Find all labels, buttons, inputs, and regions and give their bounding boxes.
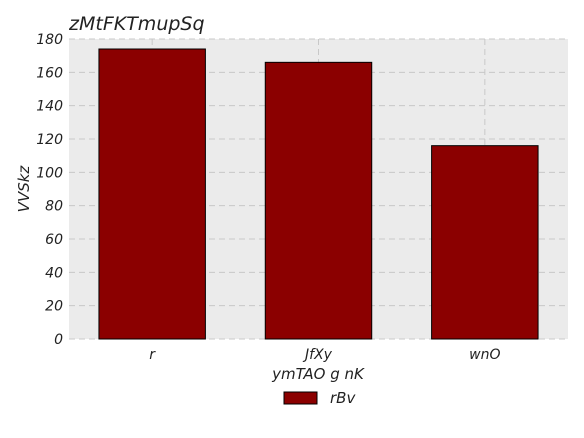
y-tick-label: 140 [36,99,63,115]
x-tick-label: JfXy [302,347,333,363]
y-tick-label: 120 [36,132,63,148]
legend: rBv [283,389,356,407]
y-tick-label: 20 [45,299,63,315]
x-tick-label: wnO [469,347,500,363]
bar-r [98,48,206,340]
legend-swatch [283,391,318,405]
y-tick-label: 180 [36,32,63,48]
x-axis-label: ymTAO g nK [271,365,365,383]
y-axis-label: VVSkz [15,165,33,213]
bar-JfXy [264,61,373,340]
y-tick-label: 60 [45,232,63,248]
y-tick-label: 100 [36,165,63,181]
x-tick-labels: r JfXy wnO [149,347,500,363]
bar-wnO [431,145,539,340]
x-tick-label: r [149,347,156,363]
y-tick-label: 40 [45,265,63,281]
bars-layer [98,48,539,340]
legend-label: rBv [330,389,356,407]
y-tick-label: 0 [54,332,63,348]
chart-title: zMtFKTmupSq [68,13,205,35]
y-tick-labels: 0 20 40 60 80 100 120 140 160 180 [36,32,63,348]
y-tick-label: 160 [36,65,63,81]
y-tick-label: 80 [45,199,63,215]
